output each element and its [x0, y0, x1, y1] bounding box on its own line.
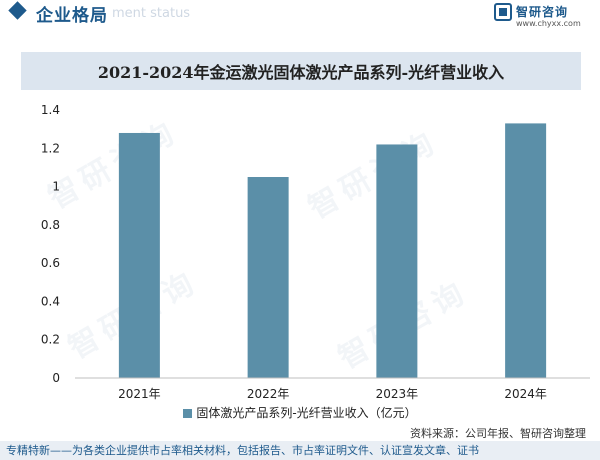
- y-tick-label: 0.8: [41, 218, 60, 232]
- footer-banner: 专精特新——为各类企业提供市占率相关材料，包括报告、市占率证明文件、认证宣发文章…: [0, 441, 600, 460]
- bar: [247, 177, 289, 378]
- y-tick-label: 1.2: [41, 141, 60, 155]
- bar: [118, 132, 160, 378]
- bars: [118, 123, 547, 379]
- section-subtitle: ment status: [112, 6, 191, 21]
- y-tick-label: 0.2: [41, 333, 60, 347]
- y-tick-label: 0.4: [41, 294, 60, 308]
- brand-name: 智研咨询: [516, 5, 569, 19]
- y-tick-label: 1.4: [41, 103, 60, 117]
- bar: [376, 144, 418, 378]
- brand: 智研咨询 www.chyxx.com: [494, 3, 590, 33]
- source-note: 资料来源：公司年报、智研咨询整理: [410, 427, 586, 440]
- x-tick-label: 2022年: [247, 387, 290, 401]
- brand-logo-icon: [494, 3, 512, 21]
- brand-url: www.chyxx.com: [516, 19, 581, 28]
- chart-title: 2021-2024年金运激光固体激光产品系列-光纤营业收入: [97, 63, 505, 82]
- legend: 固体激光产品系列-光纤营业收入（亿元）: [0, 404, 600, 421]
- y-tick-label: 0: [52, 371, 60, 385]
- section-title: 企业格局: [36, 6, 108, 26]
- legend-swatch: [183, 409, 193, 418]
- x-tick-label: 2023年: [376, 387, 419, 401]
- chart-title-box: 2021-2024年金运激光固体激光产品系列-光纤营业收入: [21, 52, 581, 90]
- y-axis-ticks: 0 0.2 0.4 0.6 0.8 1 1.2 1.4: [41, 103, 60, 385]
- legend-label: 固体激光产品系列-光纤营业收入（亿元）: [196, 406, 417, 420]
- x-tick-label: 2021年: [118, 387, 161, 401]
- y-tick-label: 0.6: [41, 256, 60, 270]
- y-tick-label: 1: [52, 180, 60, 194]
- header: ment status 企业格局 智研咨询 www.chyxx.com: [0, 0, 600, 30]
- x-axis-ticks: 2021年 2022年 2023年 2024年: [118, 387, 547, 401]
- bar: [505, 123, 547, 379]
- x-tick-label: 2024年: [504, 387, 547, 401]
